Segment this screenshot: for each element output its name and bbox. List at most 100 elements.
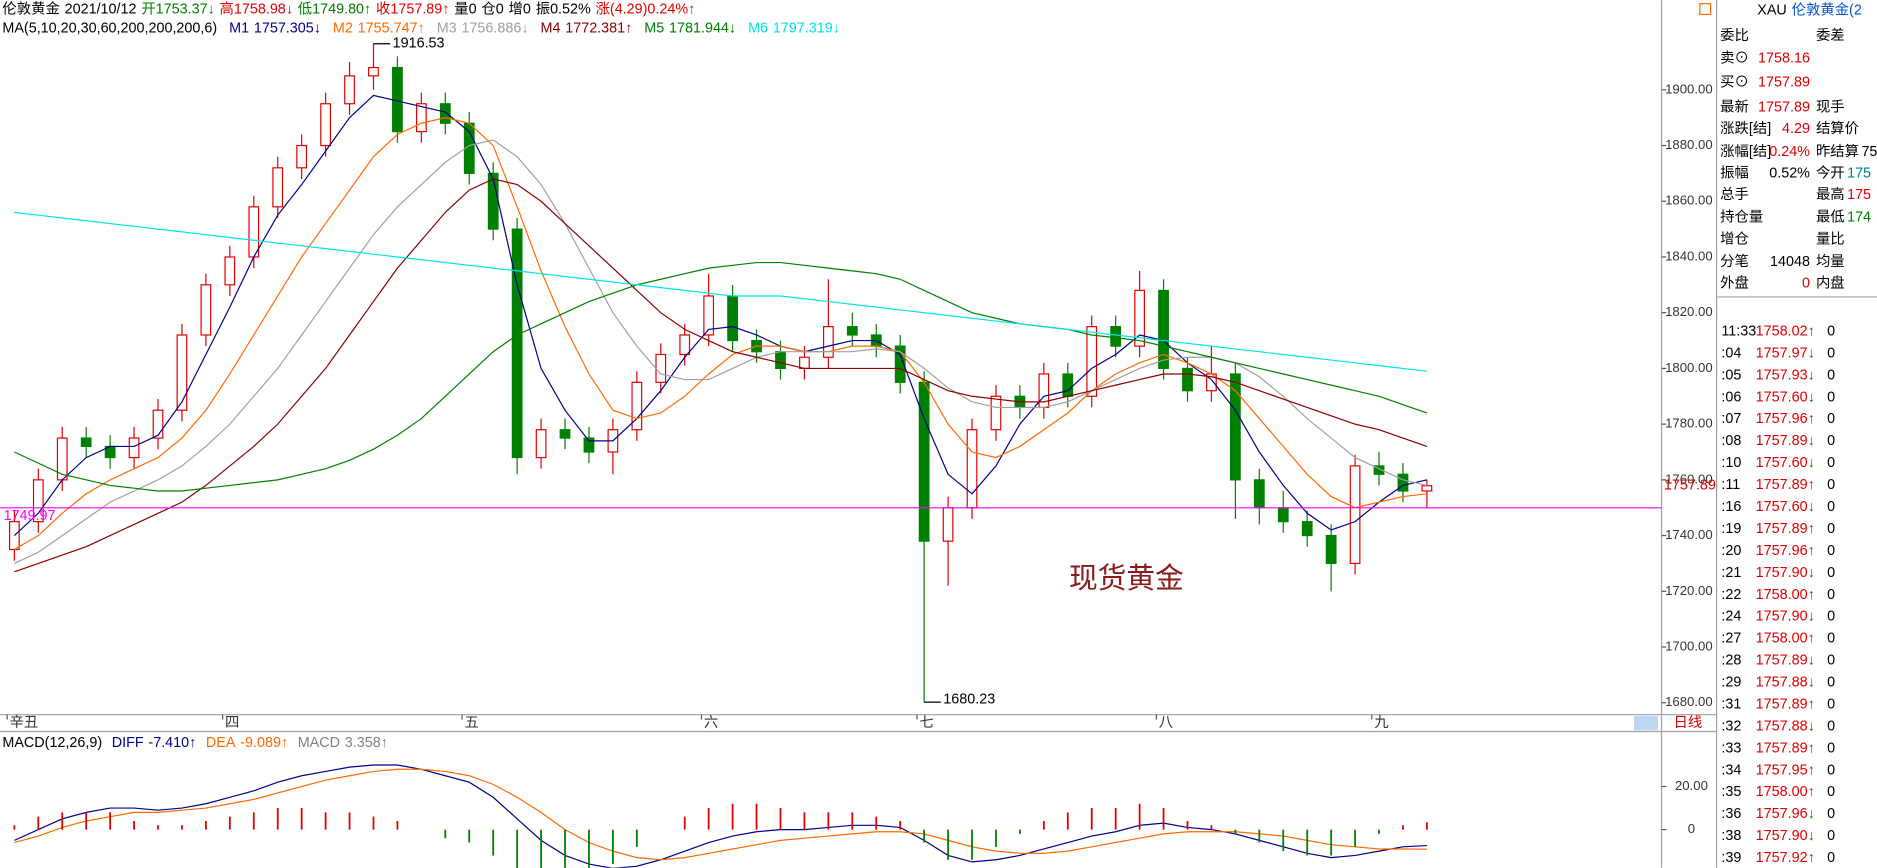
y-tick-label: 1700.00 (1665, 638, 1713, 653)
trade-arrow: ↑ (1808, 762, 1815, 778)
trade-arrow: ↓ (1808, 367, 1815, 383)
ma-legend-value: 1772.381↑ (565, 21, 632, 37)
y-tick-label: 1760.00 (1665, 471, 1713, 486)
quote-label: 增仓 (1720, 230, 1749, 247)
trade-volume: 0 (1827, 806, 1835, 822)
candle-body (1397, 473, 1409, 492)
x-tick-label: 六 (704, 714, 718, 731)
trade-time: :34 (1721, 762, 1741, 778)
trade-time: :24 (1721, 609, 1741, 625)
trade-time: :05 (1721, 367, 1741, 383)
candle-body (990, 395, 1002, 431)
last-price-label: 1757.89 (1664, 478, 1716, 494)
quote-label: 涨幅[结] (1720, 143, 1771, 160)
header-segment: 低1749.80↑ (298, 0, 371, 17)
quote-code: XAU (1757, 3, 1787, 19)
trade-time: :20 (1721, 543, 1741, 559)
header-segment: 振0.52% (536, 0, 591, 17)
candle-body (822, 326, 834, 358)
macd-legend-name: DEA (206, 735, 236, 751)
trade-price: 1758.00 (1756, 631, 1808, 647)
quote-panel: XAU 伦敦黄金(2 委比 委差卖⊙ 1758.16 买⊙ 1757.89 最新 1757.89… (1720, 2, 1877, 866)
trade-time: :08 (1721, 433, 1741, 449)
trade-time: :10 (1721, 455, 1741, 471)
candle-body (272, 167, 284, 208)
trade-price: 1757.89 (1756, 477, 1808, 493)
macd-line (14, 768, 1427, 861)
candle-body (344, 75, 355, 105)
macd-legend-value: 3.358↑ (345, 735, 388, 751)
trade-price: 1757.97 (1756, 345, 1808, 361)
trade-volume: 0 (1827, 499, 1835, 515)
macd-legend-name: DIFF (112, 735, 144, 751)
trade-time: :29 (1721, 675, 1741, 691)
period-label[interactable]: 日线 (1673, 714, 1702, 731)
ma-legend-name: M5 (644, 21, 664, 37)
ma-legend-value: 1756.886↓ (461, 21, 528, 37)
trade-time: :27 (1721, 631, 1741, 647)
trade-arrow: ↓ (1808, 433, 1815, 449)
trade-arrow: ↓ (1808, 675, 1815, 691)
trade-price: 1757.60 (1756, 499, 1808, 515)
quote-value: 175 (1847, 187, 1871, 203)
scrollbar[interactable] (1633, 715, 1658, 731)
candle-body (918, 381, 930, 542)
candle-body (1062, 373, 1074, 397)
candle-body (56, 437, 68, 481)
candle-body (224, 256, 236, 286)
trade-time: :28 (1721, 653, 1741, 669)
trade-arrow: ↓ (1808, 653, 1815, 669)
trade-arrow: ↑ (1808, 411, 1815, 427)
trade-time: :35 (1721, 784, 1741, 800)
ma-legend-name: M3 (437, 21, 457, 37)
trade-arrow: ↑ (1808, 784, 1815, 800)
y-tick-label: 1900.00 (1665, 81, 1713, 96)
quote-value: 0.52% (1769, 165, 1810, 181)
trade-arrow: ↓ (1808, 828, 1815, 844)
quote-label: 量比 (1816, 230, 1845, 247)
trade-volume: 0 (1827, 587, 1835, 603)
low-label: 1680.23 (943, 691, 995, 707)
trade-price: 1757.88 (1756, 675, 1808, 691)
trade-price: 1758.00 (1756, 587, 1808, 603)
macd-line (14, 764, 1427, 868)
trade-volume: 0 (1827, 367, 1835, 383)
ma-legend-name: M2 (333, 21, 353, 37)
ma-legend-name: M4 (541, 21, 561, 37)
x-tick-label: 七 (919, 714, 933, 731)
candle-body (535, 429, 547, 459)
macd-plot (13, 764, 1428, 868)
trade-arrow: ↓ (1808, 499, 1815, 515)
quote-label: 振幅 (1720, 164, 1749, 181)
trade-time: :38 (1721, 828, 1741, 844)
quote-label: 委差 (1816, 27, 1845, 44)
trade-arrow: ↑ (1808, 323, 1815, 339)
maximize-button[interactable] (1699, 3, 1712, 16)
header-segment: 2021/10/12 (65, 1, 137, 17)
trade-arrow: ↑ (1808, 521, 1815, 537)
quote-label: 最高 (1816, 186, 1845, 203)
trade-price: 1758.02 (1756, 323, 1808, 339)
quote-value: 1757.89 (1758, 74, 1810, 90)
trade-time: :16 (1721, 499, 1741, 515)
trade-time: :04 (1721, 345, 1741, 361)
candle-body (775, 351, 786, 370)
trade-time: :39 (1721, 850, 1741, 866)
quote-label: 外盘 (1720, 274, 1749, 292)
quote-label: 结算价 (1816, 120, 1859, 137)
trade-arrow: ↓ (1808, 806, 1815, 822)
candle-body (8, 521, 20, 551)
quote-value: 1758.16 (1758, 51, 1810, 67)
reference-label: 1749.97 (4, 508, 56, 524)
candle-body (200, 284, 212, 336)
candle-body (320, 103, 331, 147)
trade-price: 1757.90 (1756, 565, 1808, 581)
trade-arrow: ↑ (1808, 587, 1815, 603)
trade-volume: 0 (1827, 477, 1835, 493)
ma-legend-value: 1797.319↓ (773, 21, 840, 37)
ma-line (14, 178, 1428, 573)
candle-body (487, 172, 499, 230)
trade-arrow: ↑ (1808, 543, 1815, 559)
ma-line (13, 94, 1428, 537)
trade-price: 1757.96 (1756, 411, 1808, 427)
